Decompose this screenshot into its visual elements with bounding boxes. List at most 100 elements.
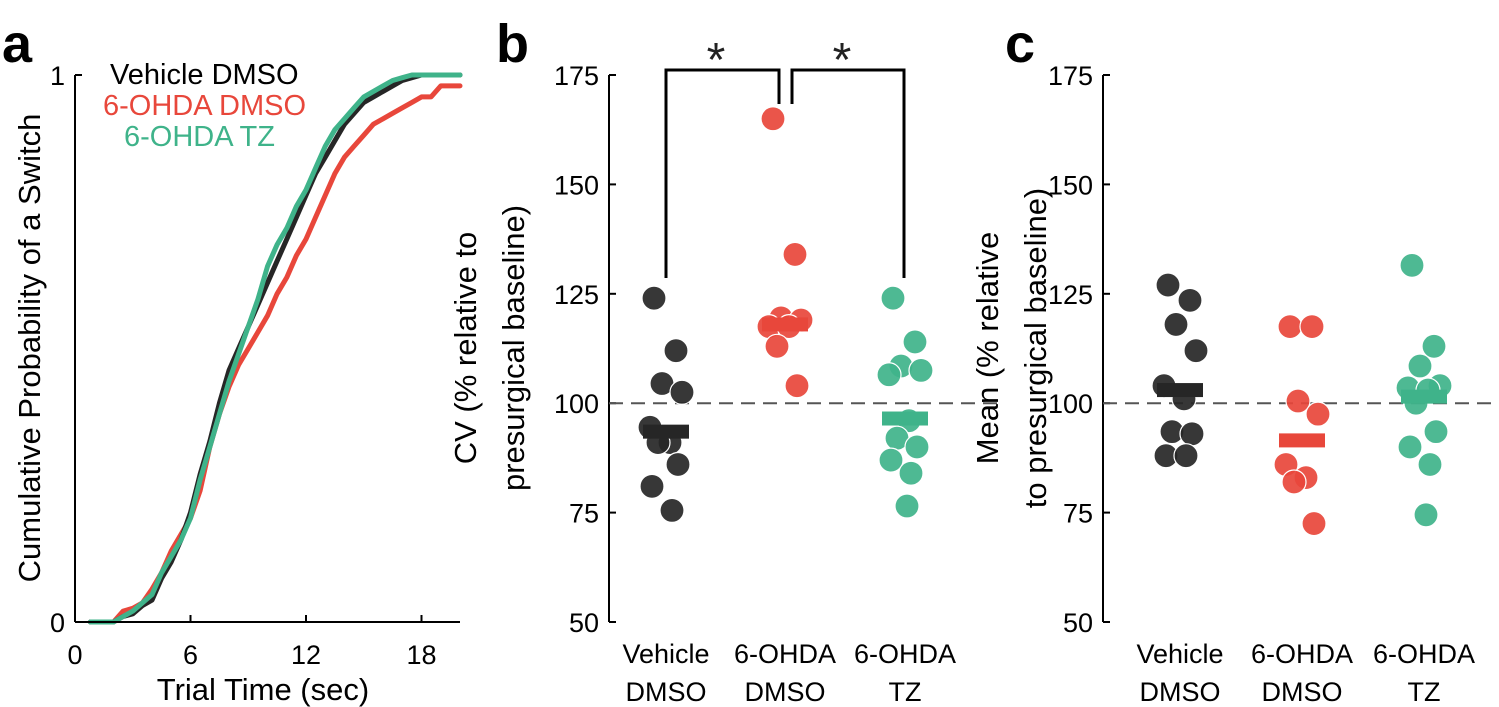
panel-b-x-label: DMSO — [745, 677, 826, 707]
panel-c-x-labels: Vehicle DMSO 6-OHDA DMSO 6-OHDA TZ — [1136, 639, 1475, 707]
panel-b-mean-bar — [762, 317, 808, 332]
panel-c-mean-bar — [1279, 433, 1325, 448]
panel-c-point — [1173, 443, 1199, 469]
panel-b-y-axis-label-line2: presurgical baseline) — [496, 205, 531, 491]
line-6-ohda-dmso — [87, 83, 463, 625]
panel-b-x-label: 6-OHDA — [734, 639, 836, 669]
panel-a-y-tick-label: 1 — [50, 61, 65, 91]
panel-b-label: b — [496, 14, 529, 74]
panel-a-plot-area — [87, 72, 463, 625]
panel-a-x-tick-label: 12 — [291, 640, 321, 670]
panel-b-y-axis-label-line1: CV (% relative to — [448, 232, 483, 465]
panel-b-point — [665, 451, 691, 478]
panel-a-x-tick-label: 0 — [67, 640, 82, 670]
panel-c-point — [1281, 469, 1307, 495]
panel-b-y-tick-label: 175 — [554, 61, 599, 91]
panel-b-x-label: Vehicle — [622, 639, 709, 669]
panel-c-point — [1305, 401, 1331, 427]
line-vehicle-dmso — [87, 72, 463, 625]
panel-b-y-tick-label: 75 — [569, 499, 599, 529]
panel-b-point — [784, 373, 810, 399]
panel-b-point — [904, 434, 930, 460]
panel-b-y-tick-label: 150 — [554, 170, 599, 200]
panel-c-y-tick-label: 100 — [1048, 389, 1093, 419]
panel-b-x-labels: Vehicle DMSO 6-OHDA DMSO 6-OHDA TZ — [622, 639, 956, 707]
panel-c-label: c — [1005, 14, 1035, 74]
panel-c-ticks: 50 75 100 125 150 175 — [1048, 61, 1110, 638]
panel-c-point — [1421, 333, 1447, 359]
line-6-ohda-tz — [87, 72, 463, 625]
panel-c-point — [1285, 388, 1311, 414]
panel-c-y-tick-label: 125 — [1048, 280, 1093, 310]
panel-b-point — [669, 379, 695, 405]
panel-b-point — [894, 493, 920, 519]
panel-c-point — [1299, 314, 1325, 340]
panel-c-y-tick-label: 50 — [1063, 608, 1093, 638]
panel-c: c 50 75 100 125 150 175 Mean (% relative to p… — [970, 14, 1498, 707]
sig-star-left: * — [707, 34, 726, 87]
panel-c-x-label: 6-OHDA — [1373, 639, 1475, 669]
panel-b-point — [902, 329, 928, 355]
panel-b: b 50 75 100 125 150 175 * * CV (% relative to… — [448, 14, 1004, 707]
panel-a-legend: Vehicle DMSO 6-OHDA DMSO 6-OHDA TZ — [103, 59, 306, 153]
panel-b-point — [908, 357, 934, 383]
panel-c-x-label: 6-OHDA — [1251, 639, 1353, 669]
panel-a-label: a — [2, 14, 33, 74]
panel-c-point — [1183, 338, 1209, 364]
panel-b-y-tick-label: 50 — [569, 608, 599, 638]
panel-a-y-axis-label: Cumulative Probability of a Switch — [12, 114, 47, 583]
panel-c-y-axis-label-line1: Mean (% relative — [970, 232, 1005, 465]
sig-bracket-right — [790, 68, 906, 278]
panel-b-points — [609, 106, 1004, 524]
panel-c-x-label: TZ — [1408, 677, 1441, 707]
panel-b-y-axis-label: CV (% relative to presurgical baseline) — [448, 205, 531, 491]
panel-c-point — [1397, 434, 1423, 460]
panel-b-mean-bar — [643, 424, 689, 439]
panel-c-x-label: Vehicle — [1136, 639, 1223, 669]
panel-c-point — [1413, 502, 1439, 528]
legend-vehicle-dmso: Vehicle DMSO — [110, 59, 299, 91]
panel-a-ticks: 0 6 12 18 0 1 — [50, 61, 437, 670]
panel-c-point — [1407, 353, 1433, 379]
panel-b-point — [782, 241, 808, 268]
panel-b-x-label: DMSO — [626, 677, 707, 707]
panel-c-point — [1301, 510, 1327, 537]
panel-b-x-label: TZ — [889, 677, 922, 707]
panel-c-x-label: DMSO — [1140, 677, 1221, 707]
panel-b-point — [878, 447, 904, 473]
panel-c-mean-bar — [1157, 383, 1203, 398]
panel-c-points — [1103, 252, 1498, 537]
panel-c-y-axis-label: Mean (% relative to presurgical baseline… — [970, 188, 1053, 509]
panel-c-point — [1417, 451, 1443, 478]
legend-6ohda-tz: 6-OHDA TZ — [124, 121, 275, 153]
panel-c-y-tick-label: 75 — [1063, 499, 1093, 529]
legend-6ohda-dmso: 6-OHDA DMSO — [103, 90, 306, 122]
panel-c-point — [1423, 419, 1449, 445]
panel-b-ticks: 50 75 100 125 150 175 — [554, 61, 616, 638]
panel-c-y-tick-label: 150 — [1048, 170, 1093, 200]
panel-b-point — [659, 497, 685, 524]
panel-b-point — [876, 362, 902, 388]
panel-b-point — [641, 285, 667, 311]
panel-b-point — [880, 285, 906, 311]
panel-a-x-tick-label: 18 — [406, 640, 436, 670]
panel-c-mean-bar — [1401, 389, 1447, 404]
sig-bracket-left — [664, 68, 781, 278]
panel-c-point — [1177, 287, 1203, 313]
panel-a-x-tick-label: 6 — [183, 640, 198, 670]
panel-c-point — [1179, 421, 1205, 447]
panel-b-y-tick-label: 125 — [554, 280, 599, 310]
panel-c-y-tick-label: 175 — [1048, 61, 1093, 91]
panel-b-mean-bar — [882, 411, 928, 426]
significance-brackets: * * — [664, 34, 906, 278]
panel-c-point — [1155, 272, 1181, 298]
panel-c-y-axis-label-line2: to presurgical baseline) — [1018, 188, 1053, 509]
panel-b-y-tick-label: 100 — [554, 389, 599, 419]
panel-a: a 0 6 12 18 0 1 Vehicle DMSO 6-OHDA DMSO 6-OH… — [2, 14, 463, 707]
panel-b-point — [898, 460, 924, 486]
panel-c-point — [1277, 314, 1303, 340]
panel-a-y-tick-label: 0 — [50, 608, 65, 638]
panel-b-point — [663, 338, 689, 364]
panel-c-point — [1163, 311, 1189, 338]
